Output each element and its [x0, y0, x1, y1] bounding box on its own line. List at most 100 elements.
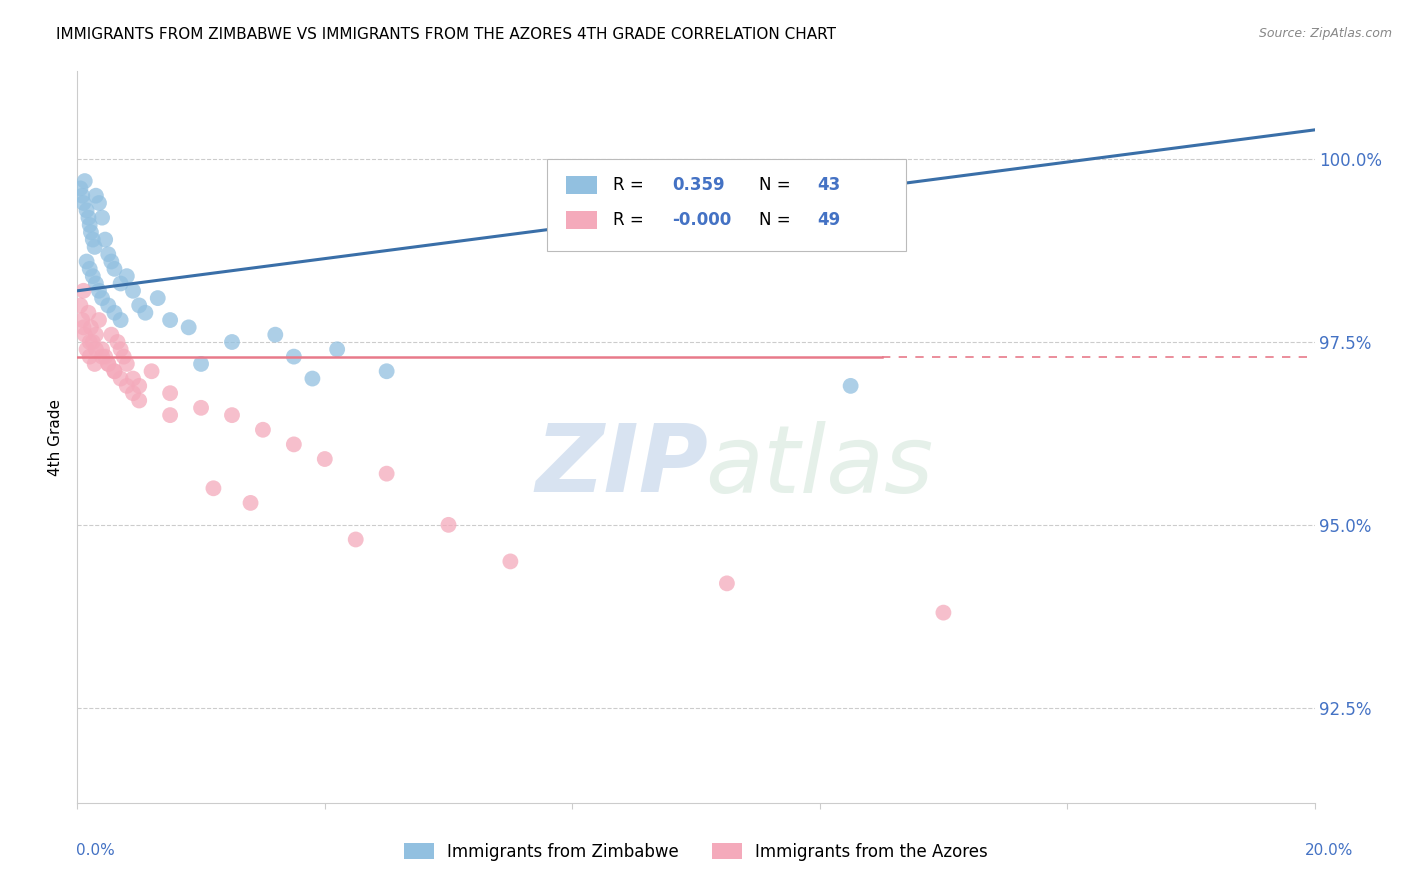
Point [84, 327, 107, 342]
Point [76, 343, 98, 357]
Point [499, 554, 522, 568]
Point [159, 313, 181, 327]
Text: 49: 49 [817, 211, 841, 229]
Point [83, 240, 105, 254]
Point [122, 371, 145, 385]
Point [134, 306, 156, 320]
Text: IMMIGRANTS FROM ZIMBABWE VS IMMIGRANTS FROM THE AZORES 4TH GRADE CORRELATION CHA: IMMIGRANTS FROM ZIMBABWE VS IMMIGRANTS F… [56, 27, 837, 42]
Point [110, 277, 132, 291]
Point [79, 218, 101, 232]
Point [84, 188, 107, 202]
Point [73, 174, 96, 188]
Point [72, 313, 94, 327]
Point [103, 364, 125, 378]
Point [97, 247, 120, 261]
Text: atlas: atlas [706, 421, 934, 512]
FancyBboxPatch shape [567, 176, 598, 194]
Point [239, 496, 262, 510]
Point [128, 393, 150, 408]
Point [112, 350, 135, 364]
Point [69, 181, 91, 195]
Point [344, 533, 367, 547]
Text: 20.0%: 20.0% [1305, 843, 1353, 858]
Text: R =: R = [613, 211, 644, 229]
Point [159, 386, 181, 401]
Point [190, 401, 212, 415]
Point [72, 320, 94, 334]
Point [110, 343, 132, 357]
Point [103, 364, 125, 378]
Point [79, 350, 101, 364]
Text: R =: R = [613, 176, 644, 194]
Point [190, 357, 212, 371]
Point [82, 334, 104, 349]
Point [97, 298, 120, 312]
Point [839, 379, 862, 393]
Point [76, 254, 98, 268]
Point [72, 196, 94, 211]
Point [202, 481, 225, 495]
Point [91, 211, 114, 225]
Text: 0.359: 0.359 [672, 176, 725, 194]
Point [115, 379, 138, 393]
Point [82, 233, 104, 247]
Text: N =: N = [759, 211, 790, 229]
Text: 43: 43 [817, 176, 841, 194]
Legend: Immigrants from Zimbabwe, Immigrants from the Azores: Immigrants from Zimbabwe, Immigrants fro… [396, 837, 995, 868]
Point [141, 364, 163, 378]
Point [82, 269, 104, 284]
Point [115, 357, 138, 371]
Point [252, 423, 274, 437]
Point [91, 350, 114, 364]
Point [94, 350, 117, 364]
Point [76, 203, 98, 218]
Point [107, 334, 129, 349]
Point [80, 225, 103, 239]
Point [122, 386, 145, 401]
Point [110, 313, 132, 327]
Point [283, 437, 305, 451]
Point [326, 343, 349, 357]
FancyBboxPatch shape [567, 211, 598, 229]
Point [84, 343, 107, 357]
Text: Source: ZipAtlas.com: Source: ZipAtlas.com [1258, 27, 1392, 40]
Point [437, 517, 460, 532]
Point [100, 327, 122, 342]
Point [79, 261, 101, 276]
Point [73, 327, 96, 342]
Point [115, 269, 138, 284]
Point [79, 334, 101, 349]
Point [128, 379, 150, 393]
Point [932, 606, 955, 620]
Point [221, 334, 243, 349]
Point [110, 371, 132, 385]
Point [87, 284, 110, 298]
Point [72, 188, 94, 202]
Point [103, 261, 125, 276]
Y-axis label: 4th Grade: 4th Grade [48, 399, 63, 475]
Point [375, 364, 398, 378]
Point [77, 306, 100, 320]
Point [94, 233, 117, 247]
Text: ZIP: ZIP [536, 420, 709, 512]
Point [122, 284, 145, 298]
Point [100, 254, 122, 268]
Point [314, 452, 336, 467]
Point [84, 277, 107, 291]
Point [221, 408, 243, 422]
Point [97, 357, 120, 371]
Point [80, 320, 103, 334]
Point [146, 291, 169, 305]
Text: -0.000: -0.000 [672, 211, 731, 229]
FancyBboxPatch shape [547, 159, 907, 251]
Point [87, 196, 110, 211]
Point [177, 320, 200, 334]
Point [97, 357, 120, 371]
Point [264, 327, 287, 342]
Point [69, 298, 91, 312]
Point [716, 576, 738, 591]
Point [159, 408, 181, 422]
Point [636, 167, 658, 181]
Point [72, 284, 94, 298]
Point [128, 298, 150, 312]
